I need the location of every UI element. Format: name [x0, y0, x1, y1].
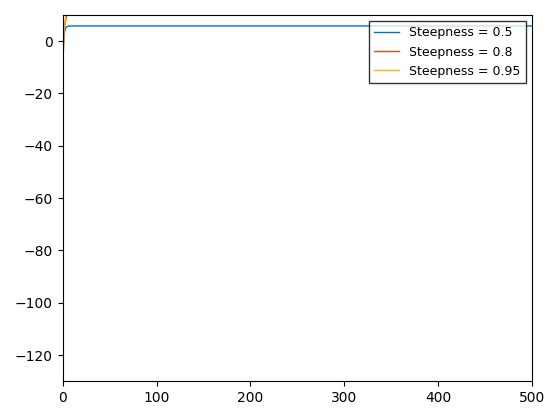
Steepness = 0.95 [151, 0, 158, 2]
Steepness = 0.5 [151, 24, 158, 29]
Steepness = 0.5 [59, 241, 66, 246]
Steepness = 0.95 [59, 247, 66, 252]
Legend: Steepness = 0.5, Steepness = 0.8, Steepness = 0.95: Steepness = 0.5, Steepness = 0.8, Steepn… [369, 21, 526, 83]
Line: Steepness = 0.8: Steepness = 0.8 [63, 8, 532, 248]
Steepness = 0.8 [72, 6, 79, 11]
Steepness = 0.8 [503, 7, 510, 12]
Steepness = 0.5 [289, 24, 296, 29]
Steepness = 0.5 [62, 28, 68, 33]
Steepness = 0.8 [62, 23, 68, 28]
Steepness = 0.95 [529, 0, 535, 2]
Steepness = 0.95 [87, 0, 94, 2]
Steepness = 0.8 [529, 7, 535, 12]
Steepness = 0.5 [87, 24, 94, 29]
Steepness = 0.8 [59, 245, 66, 250]
Steepness = 0.8 [289, 7, 296, 12]
Steepness = 0.8 [79, 6, 86, 11]
Steepness = 0.95 [503, 0, 510, 2]
Steepness = 0.5 [70, 24, 77, 29]
Steepness = 0.8 [151, 7, 158, 12]
Steepness = 0.5 [79, 24, 86, 29]
Steepness = 0.95 [62, 21, 68, 26]
Steepness = 0.5 [529, 24, 535, 29]
Steepness = 0.95 [289, 0, 296, 2]
Steepness = 0.8 [87, 7, 94, 12]
Steepness = 0.5 [503, 24, 510, 29]
Line: Steepness = 0.95: Steepness = 0.95 [63, 0, 532, 250]
Line: Steepness = 0.5: Steepness = 0.5 [63, 26, 532, 243]
